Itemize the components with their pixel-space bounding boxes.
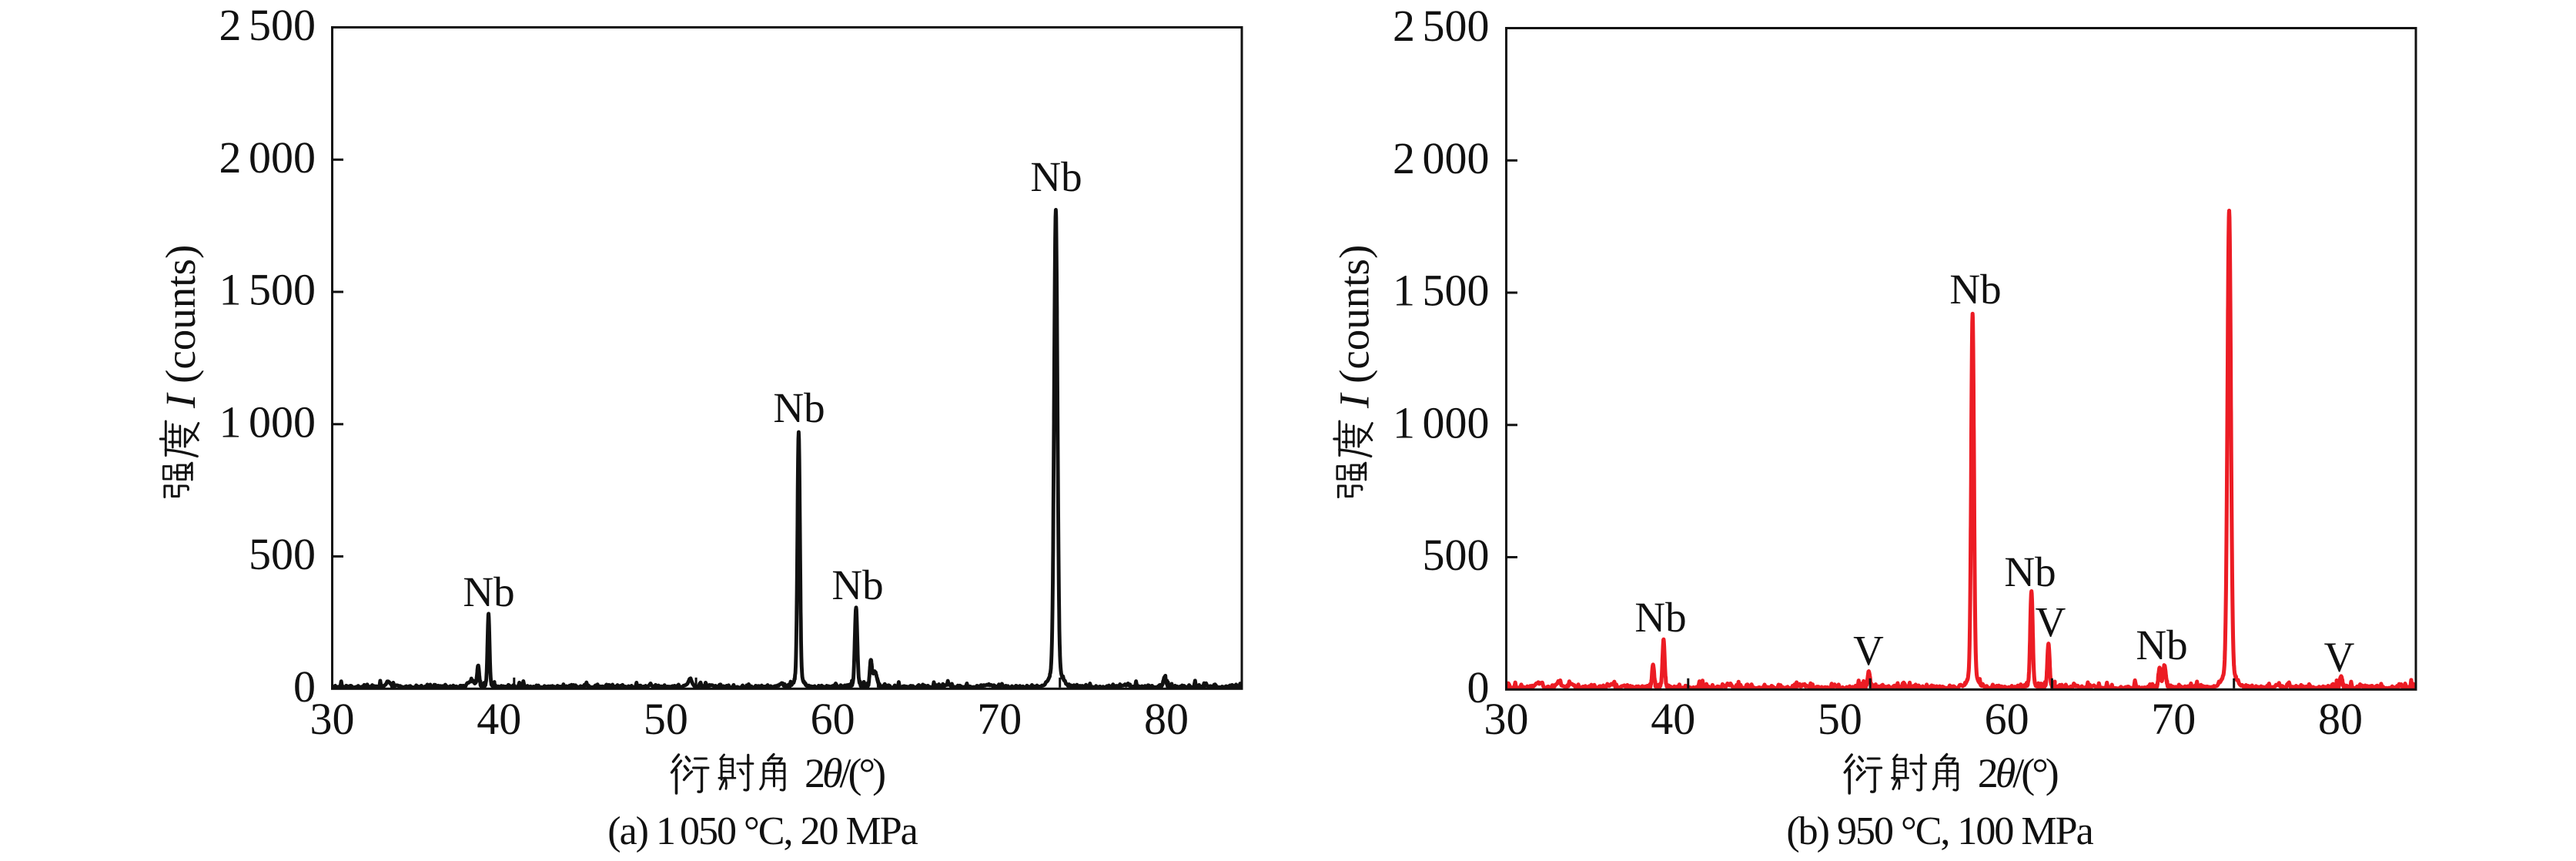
- svg-text:80: 80: [1144, 694, 1189, 744]
- svg-text:Nb: Nb: [773, 384, 825, 431]
- svg-text:30: 30: [310, 694, 355, 744]
- svg-text:V: V: [2036, 598, 2066, 645]
- svg-text:500: 500: [1423, 530, 1490, 580]
- svg-text:2θ/(°): 2θ/(°): [805, 750, 885, 796]
- svg-text:2 500: 2 500: [219, 0, 316, 50]
- svg-text:V: V: [1853, 627, 1884, 674]
- svg-text:1 500: 1 500: [1393, 266, 1490, 316]
- svg-text:Nb: Nb: [1634, 594, 1686, 641]
- svg-text:Nb: Nb: [2004, 548, 2056, 595]
- svg-text:I (counts): I (counts): [1330, 245, 1377, 409]
- svg-text:40: 40: [477, 694, 521, 744]
- svg-text:2 000: 2 000: [1393, 133, 1490, 183]
- svg-text:(b) 950 °C, 100 MPa: (b) 950 °C, 100 MPa: [1786, 809, 2093, 853]
- svg-text:2 500: 2 500: [1393, 1, 1490, 51]
- svg-text:60: 60: [811, 694, 855, 744]
- svg-text:I (counts): I (counts): [157, 245, 204, 409]
- svg-text:Nb: Nb: [2136, 621, 2187, 668]
- svg-text:V: V: [2324, 634, 2355, 681]
- svg-text:(a) 1 050 °C, 20 MPa: (a) 1 050 °C, 20 MPa: [607, 809, 918, 853]
- svg-text:70: 70: [2151, 694, 2196, 744]
- svg-text:1 000: 1 000: [219, 397, 316, 447]
- svg-text:Nb: Nb: [1030, 153, 1082, 200]
- svg-text:Nb: Nb: [463, 568, 514, 615]
- svg-text:70: 70: [977, 694, 1022, 744]
- svg-text:60: 60: [1985, 694, 2029, 744]
- svg-text:2θ/(°): 2θ/(°): [1978, 750, 2058, 796]
- svg-text:40: 40: [1651, 694, 1695, 744]
- svg-text:30: 30: [1484, 694, 1529, 744]
- svg-text:1 000: 1 000: [1393, 397, 1490, 447]
- svg-text:0: 0: [1467, 662, 1490, 712]
- svg-text:Nb: Nb: [1949, 266, 2001, 313]
- svg-text:80: 80: [2318, 694, 2363, 744]
- svg-text:500: 500: [249, 529, 316, 579]
- svg-text:Nb: Nb: [831, 561, 883, 608]
- svg-text:1 500: 1 500: [219, 265, 316, 315]
- svg-text:2 000: 2 000: [219, 132, 316, 183]
- svg-text:0: 0: [293, 662, 316, 712]
- svg-text:50: 50: [1818, 694, 1862, 744]
- svg-text:50: 50: [644, 694, 688, 744]
